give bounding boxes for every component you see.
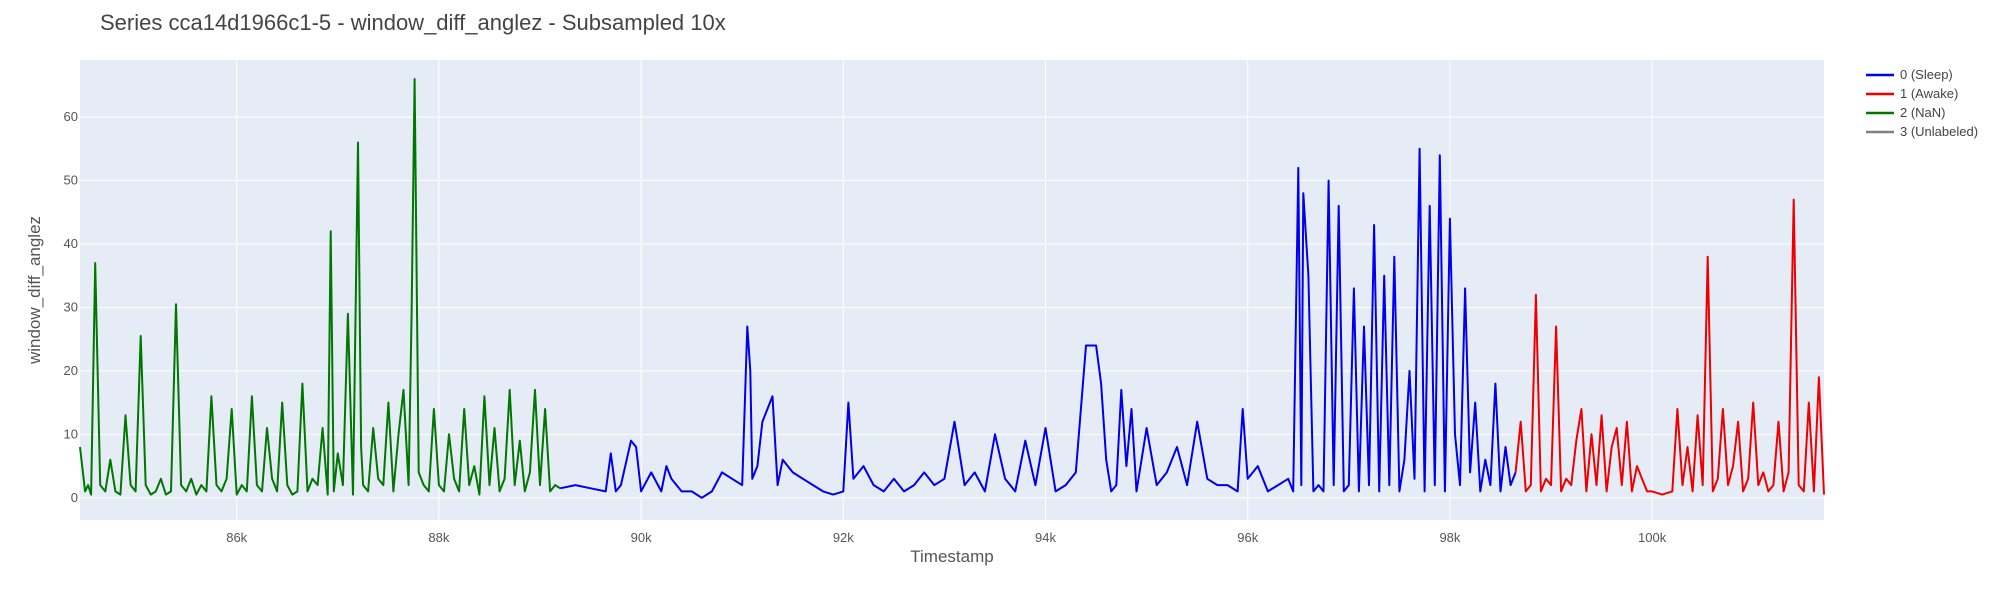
series-layer [79,78,1825,499]
legend-item[interactable]: 2 (NaN) [1866,105,1946,120]
x-tick-label: 86k [226,530,247,545]
legend-item[interactable]: 1 (Awake) [1866,86,1958,101]
x-tick-label: 96k [1237,530,1258,545]
y-tick-label: 10 [64,426,78,441]
x-gridlines [236,60,1653,520]
series-line [79,78,561,496]
y-tick-labels: 0 10 20 30 40 50 60 [64,109,78,505]
y-tick-label: 0 [71,490,78,505]
y-tick-label: 30 [64,299,78,314]
x-tick-label: 88k [428,530,449,545]
series-line [559,147,1517,499]
x-tick-labels: 86k 88k 90k 92k 94k 96k 98k 100k [226,530,1666,545]
x-tick-label: 98k [1439,530,1460,545]
legend-label: 2 (NaN) [1900,105,1946,120]
legend-item[interactable]: 0 (Sleep) [1866,67,1953,82]
legend-label: 3 (Unlabeled) [1900,124,1978,139]
legend[interactable]: 0 (Sleep) 1 (Awake) 2 (NaN) 3 (Unlabeled) [1866,67,1978,139]
x-tick-label: 94k [1035,530,1056,545]
series-line [1514,198,1825,496]
y-tick-label: 20 [64,363,78,378]
plot-area [80,60,1824,520]
legend-item[interactable]: 3 (Unlabeled) [1866,124,1978,139]
legend-label: 0 (Sleep) [1900,67,1953,82]
y-axis-title: window_diff_anglez [25,216,44,365]
x-axis-title: Timestamp [910,547,993,566]
x-tick-label: 100k [1638,530,1667,545]
y-tick-label: 60 [64,109,78,124]
x-tick-label: 90k [631,530,652,545]
chart-title: Series cca14d1966c1-5 - window_diff_angl… [100,10,726,35]
x-tick-label: 92k [833,530,854,545]
legend-label: 1 (Awake) [1900,86,1958,101]
y-tick-label: 40 [64,236,78,251]
y-tick-label: 50 [64,173,78,188]
